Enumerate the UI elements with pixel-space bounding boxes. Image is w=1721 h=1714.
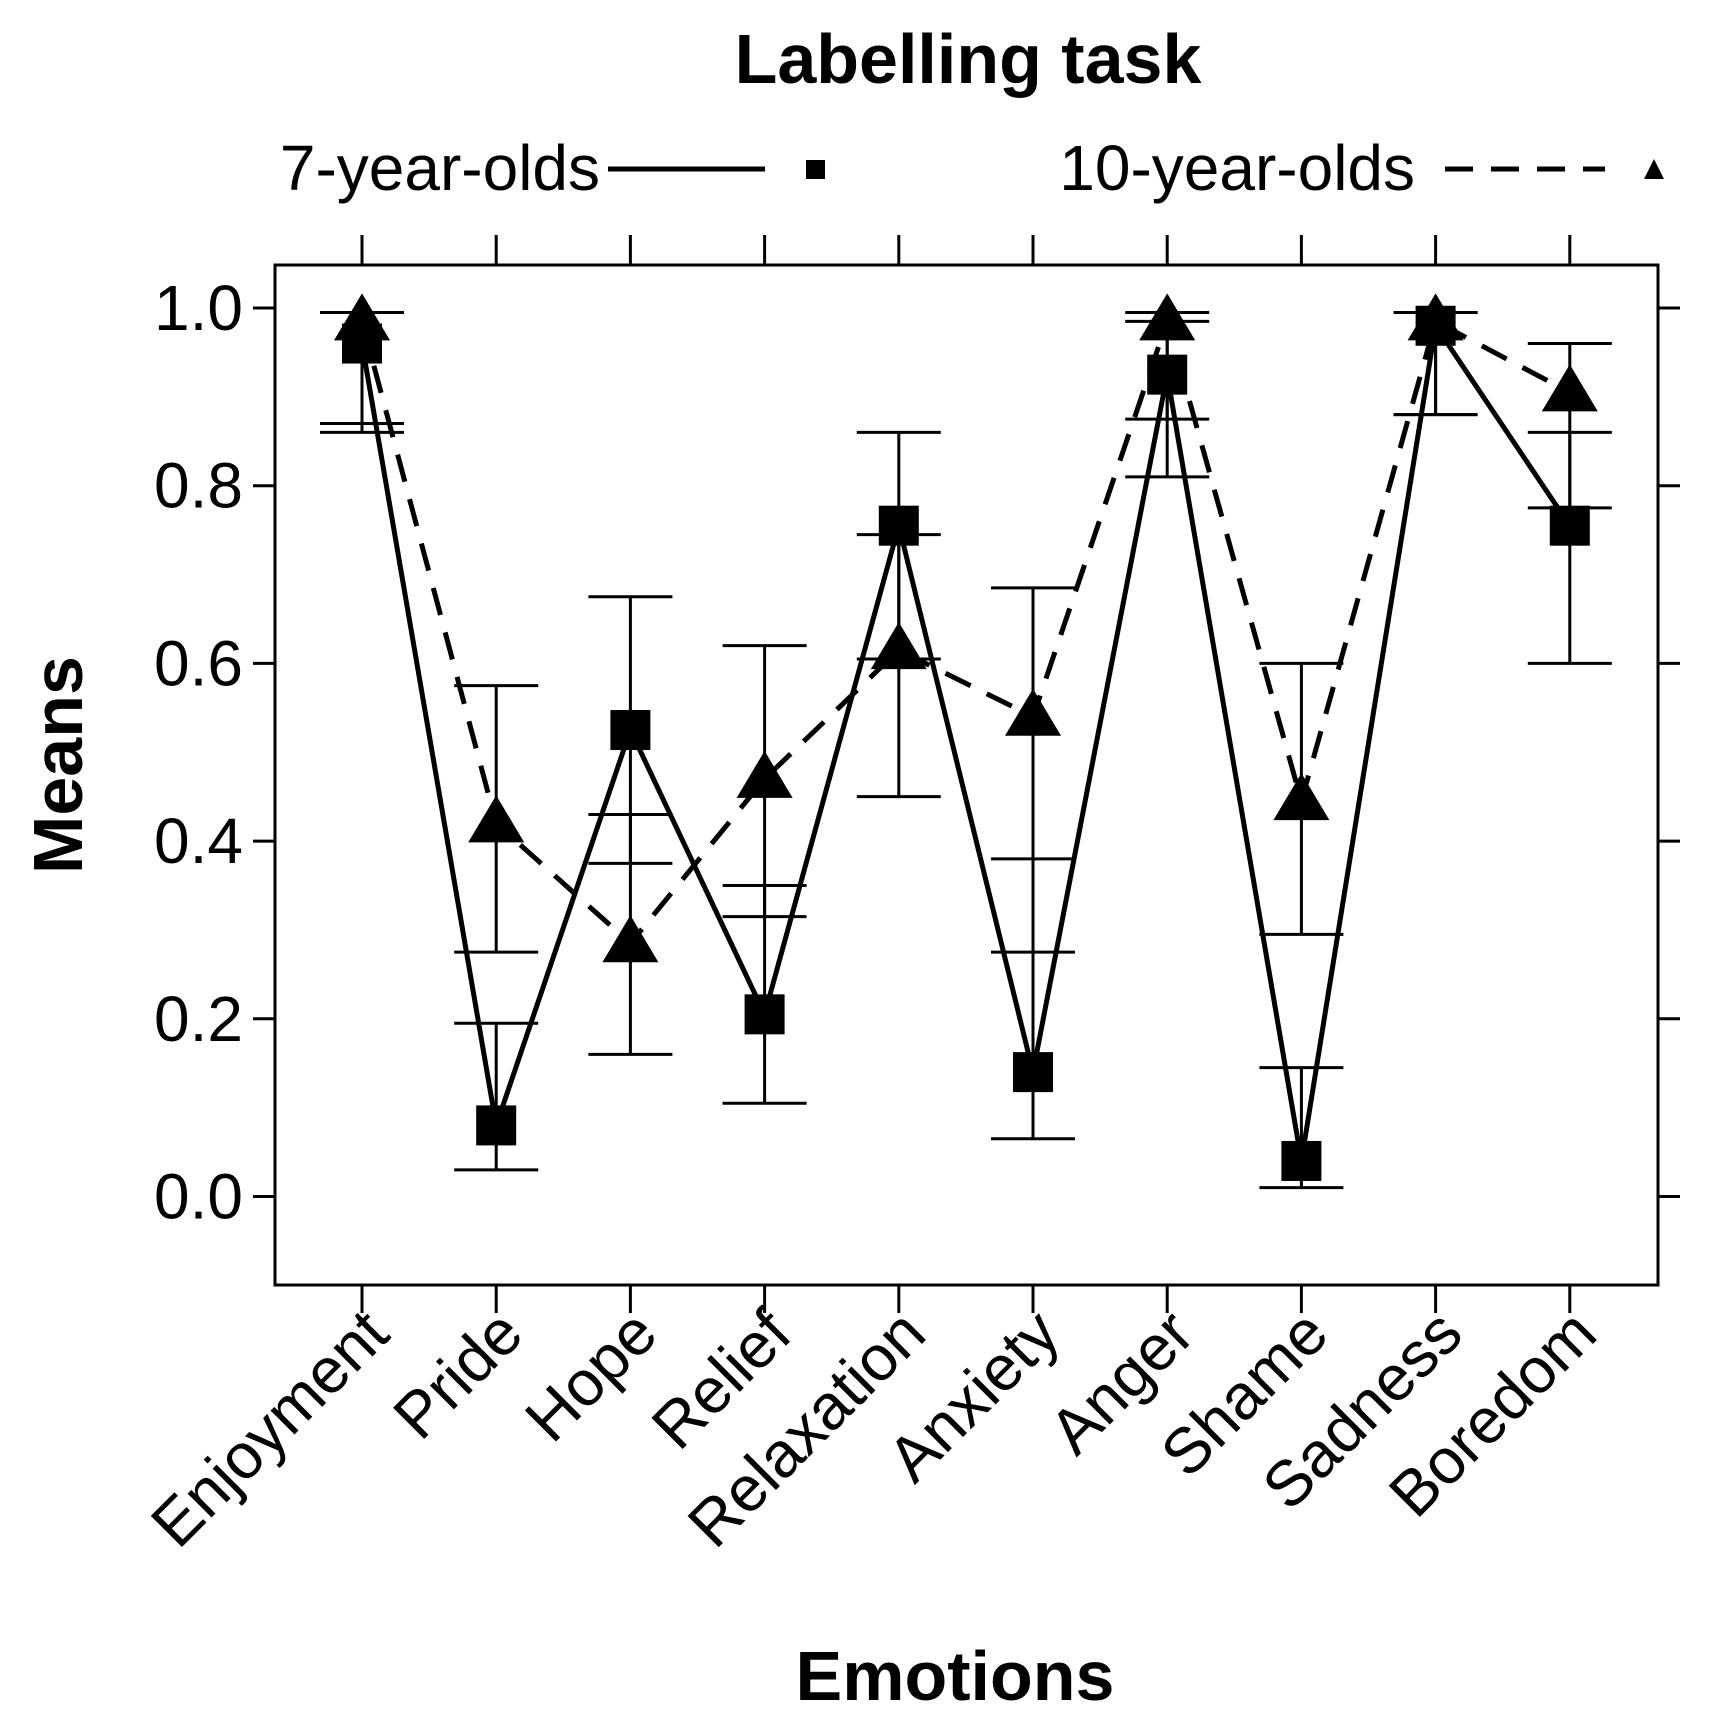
legend-marker-10-year-olds xyxy=(1644,159,1664,179)
legend: 7-year-olds 10-year-olds xyxy=(280,132,1664,204)
x-tick-label-hope: Hope xyxy=(511,1296,670,1455)
marker-7-year-olds xyxy=(1147,354,1188,395)
x-tick-label-enjoyment: Enjoyment xyxy=(137,1296,402,1561)
marker-10-year-olds xyxy=(1005,688,1061,736)
marker-7-year-olds xyxy=(744,994,785,1035)
marker-10-year-olds xyxy=(1541,364,1598,412)
y-tick-label: 0.2 xyxy=(154,983,243,1055)
y-tick-label: 0.4 xyxy=(154,805,243,877)
marker-10-year-olds xyxy=(870,622,927,670)
marker-10-year-olds xyxy=(736,750,793,798)
marker-7-year-olds xyxy=(1281,1140,1322,1181)
y-tick-label: 0.0 xyxy=(154,1161,243,1233)
y-tick-label: 1.0 xyxy=(154,272,243,344)
marker-7-year-olds xyxy=(476,1105,517,1146)
marker-7-year-olds xyxy=(878,505,919,546)
chart-title: Labelling task xyxy=(735,20,1202,98)
marker-10-year-olds xyxy=(1407,293,1464,341)
legend-label-10-year-olds: 10-year-olds xyxy=(1059,132,1415,204)
x-axis-title: Emotions xyxy=(796,1637,1115,1714)
x-tick-label-pride: Pride xyxy=(380,1296,537,1453)
marker-10-year-olds xyxy=(468,795,525,843)
y-tick-label: 0.8 xyxy=(154,450,243,522)
y-tick-label: 0.6 xyxy=(154,627,243,699)
marker-10-year-olds xyxy=(602,915,659,963)
series-line-10-year-olds xyxy=(359,312,1571,947)
legend-label-7-year-olds: 7-year-olds xyxy=(280,132,600,204)
marker-7-year-olds xyxy=(1013,1052,1053,1093)
marker-10-year-olds xyxy=(1273,773,1330,821)
plot-area xyxy=(320,293,1612,1190)
y-axis-title: Means xyxy=(19,656,97,874)
legend-marker-7-year-olds xyxy=(806,160,825,179)
marker-10-year-olds xyxy=(1139,293,1196,341)
marker-10-year-olds xyxy=(334,293,390,341)
marker-7-year-olds xyxy=(610,710,651,751)
y-axis: 0.0 0.2 0.4 0.6 0.8 1.0 xyxy=(154,272,1680,1233)
plot-frame xyxy=(273,263,1660,1287)
marker-7-year-olds xyxy=(1549,505,1590,546)
series-line-7-year-olds xyxy=(359,319,1572,1162)
